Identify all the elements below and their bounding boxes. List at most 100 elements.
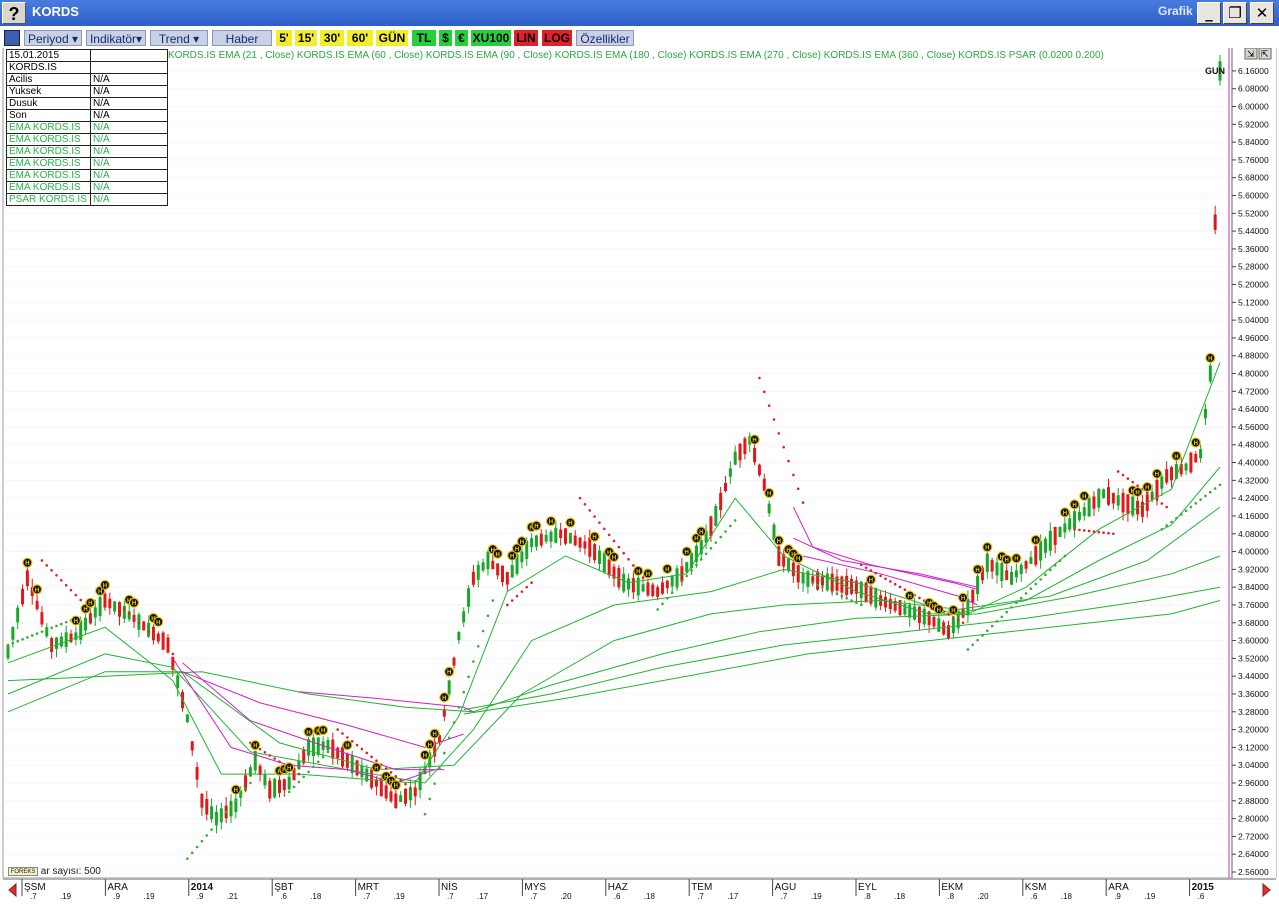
news-marker-icon: H — [691, 533, 702, 544]
haber-button[interactable]: Haber — [212, 30, 272, 46]
news-marker-icon: H — [507, 550, 518, 561]
candle — [127, 603, 131, 622]
candle-body — [297, 760, 301, 770]
period-15min-button[interactable]: 15' — [295, 30, 317, 46]
period-60min-button[interactable]: 60' — [347, 30, 373, 46]
psar-dot — [850, 599, 853, 602]
candle-body — [462, 611, 466, 623]
psar-dot — [918, 596, 921, 600]
help-button[interactable]: ? — [2, 2, 26, 24]
candle-body — [1126, 494, 1130, 515]
currency-tl-button[interactable]: TL — [412, 30, 436, 46]
psar-dot — [360, 747, 364, 751]
candle — [1043, 536, 1047, 558]
psar-dot — [447, 736, 451, 740]
x-month-label: ŞBT — [274, 882, 293, 893]
ozellikler-button[interactable]: Özellikler — [576, 30, 634, 46]
candle — [660, 576, 664, 596]
psar-dot — [365, 751, 369, 755]
candle — [1170, 465, 1174, 488]
candle — [481, 558, 485, 573]
candle — [30, 578, 34, 605]
psar-dot — [472, 660, 475, 663]
ema-line-declining — [172, 658, 435, 784]
news-marker-dot — [1171, 450, 1182, 461]
candle-body — [447, 680, 451, 695]
psar-dot — [79, 598, 83, 602]
candle-body — [360, 765, 364, 778]
news-marker-glyph: H — [665, 567, 669, 573]
close-button[interactable]: ✕ — [1250, 2, 1274, 24]
news-marker-icon: H — [230, 784, 241, 795]
y-tick-label: 3.44000 — [1238, 671, 1269, 681]
xu100-button[interactable]: XU100 — [471, 30, 511, 46]
candle-body — [772, 524, 776, 541]
candle — [874, 587, 878, 611]
candle — [966, 590, 970, 624]
trend-menu[interactable]: Trend ▾ — [150, 30, 208, 46]
candle-body — [21, 588, 25, 605]
psar-dot — [45, 628, 49, 632]
candle — [437, 733, 441, 745]
y-tick-label: 3.28000 — [1238, 707, 1269, 717]
psar-dot — [772, 418, 776, 421]
candle-body — [147, 622, 151, 637]
info-date: 15.01.2015 — [6, 49, 91, 62]
candle — [442, 704, 446, 722]
period-daily-button[interactable]: GÜN — [376, 30, 408, 46]
y-tick-label: 6.16000 — [1238, 66, 1269, 76]
psar-dot — [656, 594, 659, 598]
candle-body — [782, 554, 786, 567]
period-5min-button[interactable]: 5' — [276, 30, 292, 46]
candle-body — [505, 571, 509, 585]
news-marker-glyph: H — [985, 546, 989, 552]
y-tick-label: 3.84000 — [1238, 582, 1269, 592]
currency-eur-button[interactable]: € — [455, 30, 468, 46]
candle-body — [336, 747, 340, 759]
candle-body — [1208, 365, 1212, 382]
psar-dot — [719, 535, 722, 539]
candle-body — [287, 776, 291, 790]
candle — [282, 778, 286, 797]
psar-dot — [326, 750, 330, 754]
candle — [908, 602, 912, 627]
news-marker-dot — [948, 604, 959, 616]
candle — [1126, 494, 1130, 522]
linear-scale-button[interactable]: LIN — [514, 30, 538, 46]
candle-body — [568, 532, 572, 544]
restore-button[interactable]: ❐ — [1223, 2, 1247, 24]
news-marker-glyph: H — [1135, 491, 1139, 497]
psar-dot — [583, 502, 587, 506]
indikator-menu[interactable]: Indikatör▾ — [86, 30, 146, 46]
periyod-menu[interactable]: Periyod ▾ — [24, 30, 82, 46]
news-marker-dot — [696, 526, 707, 537]
chart-menu-icon[interactable] — [4, 30, 20, 46]
psar-dot — [685, 574, 689, 578]
period-30min-button[interactable]: 30' — [320, 30, 344, 46]
candle — [1213, 205, 1217, 235]
psar-dot — [186, 857, 189, 860]
candle-body — [927, 611, 931, 626]
candle — [825, 567, 829, 592]
currency-usd-button[interactable]: $ — [439, 30, 452, 46]
psar-dot — [249, 781, 252, 785]
psar-dot — [224, 810, 228, 814]
psar-dot — [1184, 509, 1188, 513]
title-bar[interactable]: ? KORDS Grafik _ ❐ ✕ — [0, 0, 1279, 26]
news-marker-icon: H — [565, 517, 576, 528]
scroll-left-icon[interactable] — [8, 882, 17, 898]
candle-body — [554, 527, 558, 543]
psar-dot — [816, 583, 819, 587]
candle — [753, 441, 757, 466]
log-scale-button[interactable]: LOG — [542, 30, 572, 46]
psar-dot — [1126, 477, 1130, 480]
psar-dot — [1194, 502, 1198, 505]
trend-label: Trend — [158, 32, 190, 46]
scroll-right-icon[interactable] — [1262, 882, 1271, 898]
candle-body — [622, 573, 626, 592]
candle-body — [122, 606, 126, 619]
minimize-button[interactable]: _ — [1197, 2, 1221, 24]
y-tick-label: 6.08000 — [1238, 84, 1269, 94]
